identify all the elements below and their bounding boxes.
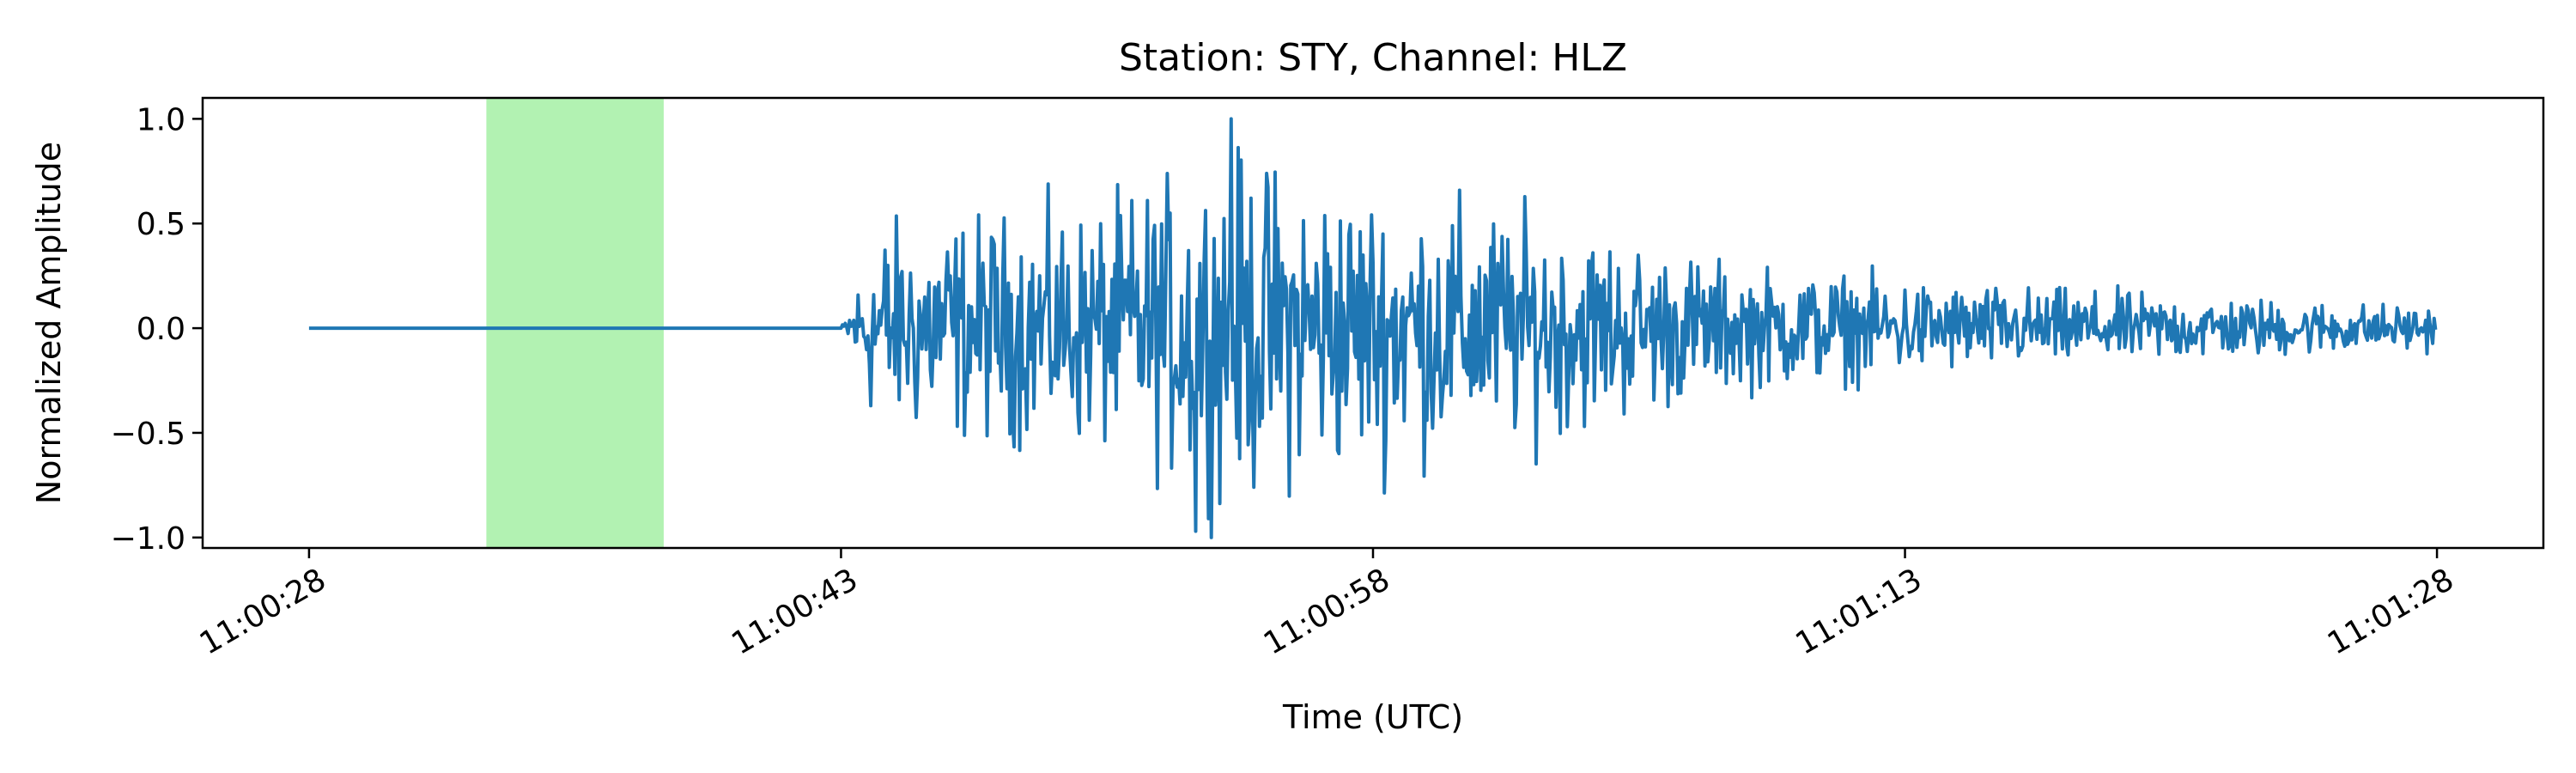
y-tick-label: −0.5 <box>111 417 185 452</box>
y-axis-label: Normalized Amplitude <box>30 142 68 504</box>
y-tick-label: 1.0 <box>137 102 185 137</box>
y-tick-label: 0.5 <box>137 207 185 242</box>
x-axis-label: Time (UTC) <box>1282 698 1463 736</box>
waveform-line <box>308 117 2438 539</box>
series-layer <box>308 117 2438 539</box>
y-tick-label: −1.0 <box>111 521 185 557</box>
chart-title: Station: STY, Channel: HLZ <box>1119 36 1627 80</box>
y-tick-label: 0.0 <box>137 312 185 347</box>
highlight-span <box>486 98 664 548</box>
y-axis: −1.0 −0.5 0.0 0.5 1.0 <box>111 102 203 557</box>
